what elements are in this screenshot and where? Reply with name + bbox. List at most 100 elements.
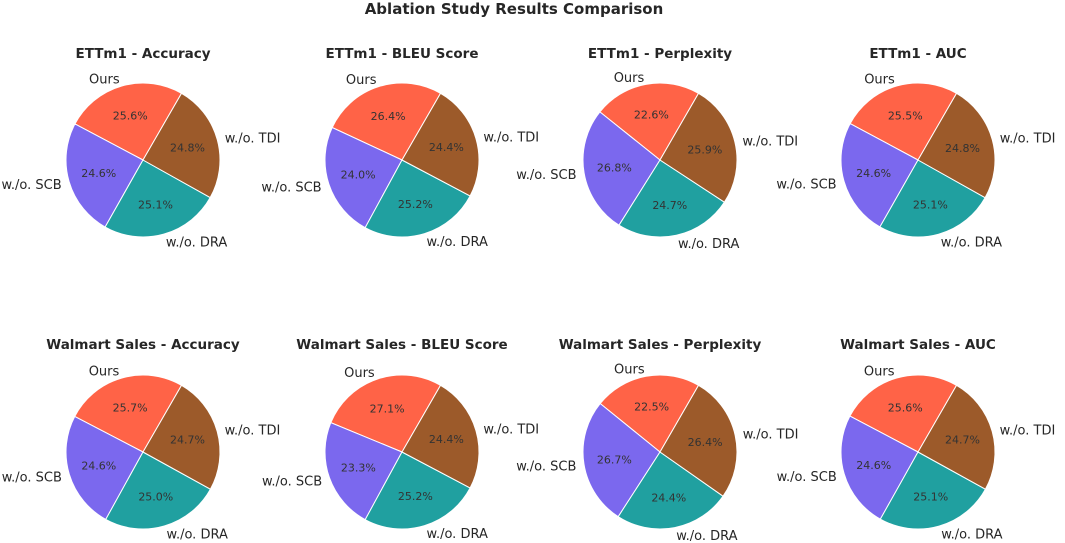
pie-slice-w-o-dra <box>617 451 724 530</box>
pie-slice-w-o-tdi <box>142 92 221 199</box>
pie-title: ETTm1 - AUC <box>869 46 966 62</box>
slice-percent-label: 24.8% <box>170 142 205 155</box>
slice-category-label: Ours <box>864 365 895 380</box>
pie-slice-w-o-dra <box>879 451 987 530</box>
pie-slice-w-o-scb <box>840 122 919 228</box>
pie-title: Walmart Sales - Perplexity <box>559 337 762 353</box>
slice-category-label: w./o. SCB <box>1 178 61 193</box>
slice-category-label: w./o. TDI <box>225 132 281 147</box>
pie-slice-ours <box>599 82 700 161</box>
pie-grid: ETTm1 - Accuracy 25.6% Ours 24.6% w./o. SCB 2… <box>1 46 1055 543</box>
slice-category-label: w./o. TDI <box>742 134 798 149</box>
pie-slice-w-o-tdi <box>401 384 480 489</box>
slice-percent-label: 25.6% <box>113 110 148 123</box>
slice-category-label: w./o. SCB <box>776 178 836 193</box>
slice-category-label: w./o. TDI <box>483 423 539 438</box>
slice-percent-label: 24.6% <box>856 459 891 472</box>
pie-slice-w-o-tdi <box>659 384 738 497</box>
slice-category-label: w./o. TDI <box>483 131 539 146</box>
slice-percent-label: 25.5% <box>888 110 923 123</box>
slice-category-label: w./o. TDI <box>225 423 281 438</box>
figure-title: Ablation Study Results Comparison <box>365 0 664 18</box>
pie-slice-w-o-dra <box>364 451 471 530</box>
slice-category-label: w./o. DRA <box>427 527 488 542</box>
pie-title: ETTm1 - Perplexity <box>588 46 732 62</box>
slice-percent-label: 24.7% <box>945 434 980 447</box>
pie-chart-walmart-sales-perplexity: Walmart Sales - Perplexity 22.5% Ours 26.7%… <box>516 337 798 543</box>
pie-slice-w-o-dra <box>879 159 986 238</box>
slice-category-label: Ours <box>89 73 120 88</box>
pie-slice-w-o-dra <box>104 159 211 238</box>
slice-percent-label: 24.7% <box>652 199 687 212</box>
slice-percent-label: 24.6% <box>856 167 891 180</box>
pie-title: Walmart Sales - Accuracy <box>46 337 240 353</box>
pie-slice-w-o-tdi <box>142 384 221 490</box>
slice-category-label: w./o. SCB <box>261 181 321 196</box>
slice-category-label: w./o. DRA <box>676 529 737 543</box>
slice-percent-label: 24.0% <box>341 169 376 182</box>
pie-slice-w-o-scb <box>324 126 403 229</box>
pie-slice-ours <box>74 374 183 453</box>
slice-percent-label: 25.1% <box>913 490 948 503</box>
pie-slice-w-o-scb <box>65 415 144 521</box>
slice-category-label: w./o. DRA <box>941 528 1002 543</box>
slice-category-label: Ours <box>346 73 377 88</box>
pie-slice-ours <box>849 374 958 453</box>
pie-slice-w-o-dra <box>618 159 726 238</box>
slice-percent-label: 24.7% <box>170 434 205 447</box>
slice-category-label: w./o. TDI <box>1000 132 1056 147</box>
pie-chart-ettm1-perplexity: ETTm1 - Perplexity 22.6% Ours 26.8% w./o. SC… <box>516 46 798 252</box>
slice-percent-label: 26.8% <box>597 162 632 175</box>
slice-percent-label: 25.2% <box>398 490 433 503</box>
slice-percent-label: 25.0% <box>138 490 173 503</box>
pie-chart-walmart-sales-accuracy: Walmart Sales - Accuracy 25.7% Ours 24.6% w.… <box>2 337 281 542</box>
pie-slice-ours <box>599 374 700 453</box>
slice-percent-label: 26.7% <box>597 453 632 466</box>
pie-slice-w-o-dra <box>364 159 471 238</box>
slice-percent-label: 24.4% <box>429 141 464 154</box>
pie-slice-ours <box>74 82 183 161</box>
pie-slice-w-o-dra <box>105 451 212 530</box>
pie-slice-w-o-scb <box>840 415 919 520</box>
pie-title: ETTm1 - Accuracy <box>75 46 210 62</box>
slice-percent-label: 25.1% <box>138 199 173 212</box>
pie-slice-w-o-tdi <box>917 384 996 490</box>
pie-title: Walmart Sales - BLEU Score <box>296 337 507 353</box>
slice-category-label: Ours <box>864 73 895 88</box>
slice-percent-label: 24.8% <box>945 142 980 155</box>
slice-category-label: w./o. TDI <box>743 428 799 443</box>
slice-percent-label: 27.1% <box>370 402 405 415</box>
pie-chart-ettm1-bleu-score: ETTm1 - BLEU Score 26.4% Ours 24.0% w./o. SC… <box>261 46 539 250</box>
pie-slice-w-o-scb <box>582 111 661 226</box>
slice-category-label: w./o. DRA <box>427 235 488 250</box>
slice-percent-label: 24.4% <box>429 433 464 446</box>
slice-category-label: Ours <box>89 365 120 380</box>
slice-percent-label: 25.1% <box>913 199 948 212</box>
slice-category-label: w./o. SCB <box>2 471 62 486</box>
pie-slice-ours <box>849 82 958 161</box>
slice-category-label: w./o. DRA <box>678 237 739 252</box>
slice-percent-label: 25.9% <box>687 143 722 156</box>
slice-percent-label: 24.6% <box>81 167 116 180</box>
pie-slice-w-o-scb <box>65 123 144 228</box>
slice-category-label: w./o. SCB <box>262 474 322 489</box>
slice-percent-label: 24.4% <box>651 491 686 504</box>
pie-slice-w-o-scb <box>582 402 661 518</box>
slice-percent-label: 22.6% <box>634 109 669 122</box>
slice-category-label: w./o. DRA <box>166 236 227 251</box>
slice-percent-label: 25.2% <box>398 198 433 211</box>
slice-category-label: w./o. SCB <box>516 168 576 183</box>
pie-title: ETTm1 - BLEU Score <box>325 46 478 62</box>
pie-chart-ettm1-auc: ETTm1 - AUC 25.5% Ours 24.6% w./o. SCB 25.1% w… <box>776 46 1055 251</box>
slice-percent-label: 25.7% <box>113 402 148 415</box>
slice-category-label: w./o. SCB <box>777 470 837 485</box>
pie-chart-walmart-sales-bleu-score: Walmart Sales - BLEU Score 27.1% Ours 23.3%… <box>262 337 539 542</box>
slice-category-label: Ours <box>614 363 645 378</box>
slice-category-label: w./o. TDI <box>1000 423 1056 438</box>
pie-slice-w-o-tdi <box>917 92 996 199</box>
slice-percent-label: 22.5% <box>634 401 669 414</box>
pie-slice-w-o-tdi <box>659 92 738 203</box>
slice-percent-label: 26.4% <box>371 110 406 123</box>
pie-slice-w-o-tdi <box>401 92 480 197</box>
pie-slice-w-o-scb <box>324 421 403 521</box>
